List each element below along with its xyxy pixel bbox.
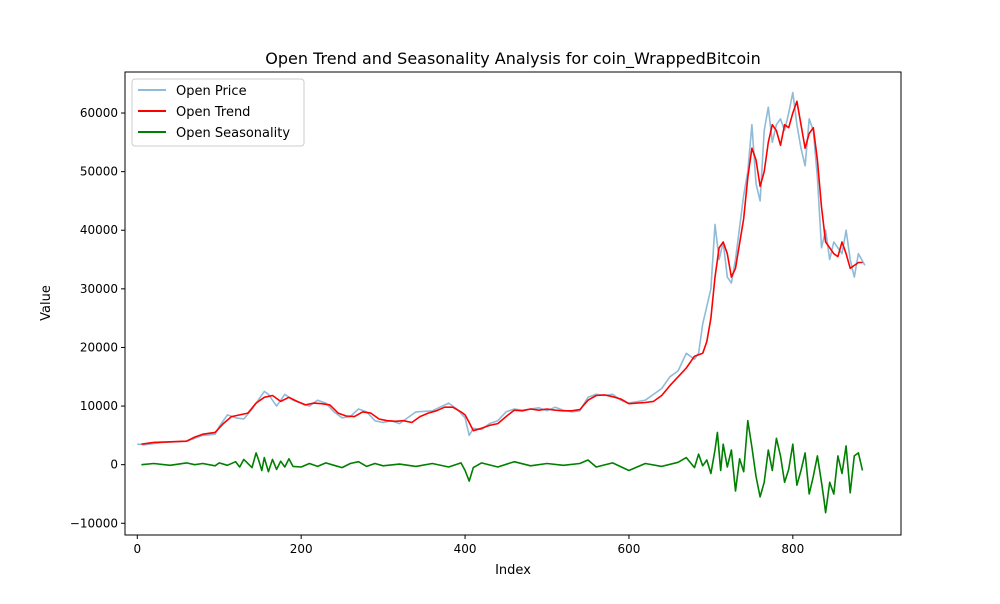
legend-entry-open-price: Open Price — [138, 84, 247, 99]
x-tick-label: 400 — [454, 542, 477, 556]
y-axis-label: Value — [39, 285, 54, 321]
legend-label-open-trend: Open Trend — [176, 105, 250, 120]
series-line-open-trend — [141, 100, 863, 445]
legend-label-open-price: Open Price — [176, 84, 247, 99]
y-axis: −10000 0 10000 20000 30000 40000 50000 60000 — [70, 106, 125, 530]
x-tick-label: 600 — [617, 542, 640, 556]
chart-title: Open Trend and Seasonality Analysis for … — [265, 49, 760, 69]
y-tick-label: 50000 — [80, 165, 118, 179]
y-tick-label: 20000 — [80, 340, 118, 354]
x-axis-label: Index — [495, 563, 531, 578]
series-line-open-seasonality — [141, 419, 864, 514]
y-tick-label: 0 — [110, 458, 118, 472]
y-tick-label: 30000 — [80, 282, 118, 296]
x-tick-label: 0 — [133, 542, 141, 556]
legend: Open Price Open Trend Open Seasonality — [131, 78, 305, 147]
x-tick-label: 800 — [781, 542, 804, 556]
plot-area — [124, 71, 902, 536]
legend-box — [131, 78, 305, 147]
x-axis: 0 200 400 600 800 — [133, 535, 804, 556]
y-tick-label: 60000 — [80, 106, 118, 120]
legend-label-open-seasonality: Open Seasonality — [176, 126, 290, 141]
y-tick-label: 40000 — [80, 223, 118, 237]
axes-frame — [124, 71, 902, 536]
y-tick-label: −10000 — [70, 516, 118, 530]
series-layer — [137, 91, 866, 514]
legend-entry-open-trend: Open Trend — [138, 105, 250, 120]
x-tick-label: 200 — [290, 542, 313, 556]
y-tick-label: 10000 — [80, 399, 118, 413]
legend-entry-open-seasonality: Open Seasonality — [138, 126, 290, 141]
